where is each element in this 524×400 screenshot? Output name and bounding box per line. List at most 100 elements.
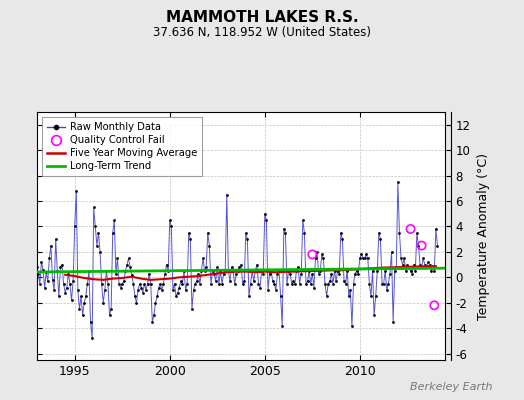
Point	[289, 278, 298, 284]
Point	[340, 278, 348, 284]
Point	[110, 217, 118, 223]
Point	[254, 280, 263, 287]
Point	[189, 287, 198, 293]
Point	[348, 322, 356, 329]
Point	[53, 268, 61, 274]
Point	[325, 278, 334, 284]
Point	[259, 270, 267, 277]
Point	[151, 300, 160, 306]
Point	[362, 251, 370, 258]
Point	[145, 270, 154, 277]
Point	[303, 278, 312, 284]
Point	[58, 262, 66, 268]
Point	[170, 280, 179, 287]
Point	[207, 280, 215, 287]
Point	[142, 287, 150, 293]
Point	[47, 242, 55, 249]
Point	[311, 255, 320, 262]
Point	[166, 217, 174, 223]
Point	[221, 268, 230, 274]
Point	[429, 264, 437, 270]
Point	[229, 268, 237, 274]
Point	[62, 284, 71, 291]
Point	[121, 268, 129, 274]
Point	[37, 259, 46, 265]
Point	[294, 264, 302, 270]
Point	[411, 268, 420, 274]
Point	[425, 262, 434, 268]
Point	[283, 280, 291, 287]
Point	[389, 319, 397, 325]
Text: Berkeley Earth: Berkeley Earth	[410, 382, 493, 392]
Point	[346, 287, 355, 293]
Point	[199, 255, 207, 262]
Point	[267, 268, 275, 274]
Point	[414, 242, 423, 249]
Point	[418, 264, 426, 270]
Point	[159, 280, 168, 287]
Point	[379, 280, 388, 287]
Point	[45, 255, 53, 262]
Point	[280, 226, 288, 232]
Point	[79, 312, 87, 319]
Point	[112, 270, 120, 277]
Point	[424, 259, 432, 265]
Point	[300, 230, 309, 236]
Point	[405, 264, 413, 270]
Point	[119, 278, 128, 284]
Point	[183, 280, 191, 287]
Point	[192, 278, 201, 284]
Point	[56, 264, 64, 270]
Point	[390, 268, 399, 274]
Point	[212, 278, 220, 284]
Point	[43, 278, 52, 284]
Point	[180, 268, 188, 274]
Point	[178, 280, 187, 287]
Point	[123, 262, 131, 268]
Point	[297, 270, 305, 277]
Point	[265, 270, 274, 277]
Point	[156, 280, 165, 287]
Point	[400, 255, 408, 262]
Point	[115, 280, 123, 287]
Point	[357, 251, 366, 258]
Point	[278, 322, 287, 329]
Point	[107, 306, 115, 312]
Point	[286, 270, 294, 277]
Point	[124, 255, 133, 262]
Point	[218, 280, 226, 287]
Point	[319, 255, 328, 262]
Point	[224, 268, 233, 274]
Point	[336, 230, 345, 236]
Point	[410, 262, 418, 268]
Point	[351, 270, 359, 277]
Point	[310, 284, 318, 291]
Point	[144, 280, 152, 287]
Point	[96, 249, 104, 255]
Point	[365, 280, 374, 287]
Point	[376, 236, 385, 242]
Point	[113, 255, 122, 262]
Point	[288, 280, 296, 287]
Point	[260, 210, 269, 217]
Legend: Raw Monthly Data, Quality Control Fail, Five Year Moving Average, Long-Term Tren: Raw Monthly Data, Quality Control Fail, …	[42, 117, 202, 176]
Point	[74, 287, 82, 293]
Point	[383, 287, 391, 293]
Point	[281, 230, 290, 236]
Point	[361, 255, 369, 262]
Point	[356, 255, 364, 262]
Point	[274, 270, 282, 277]
Point	[83, 280, 92, 287]
Point	[108, 230, 117, 236]
Point	[285, 268, 293, 274]
Point	[277, 293, 285, 300]
Point	[342, 280, 350, 287]
Point	[427, 268, 435, 274]
Point	[150, 312, 158, 319]
Point	[372, 293, 380, 300]
Point	[275, 268, 283, 274]
Point	[64, 270, 72, 277]
Y-axis label: Temperature Anomaly (°C): Temperature Anomaly (°C)	[477, 152, 490, 320]
Point	[82, 293, 90, 300]
Point	[394, 179, 402, 185]
